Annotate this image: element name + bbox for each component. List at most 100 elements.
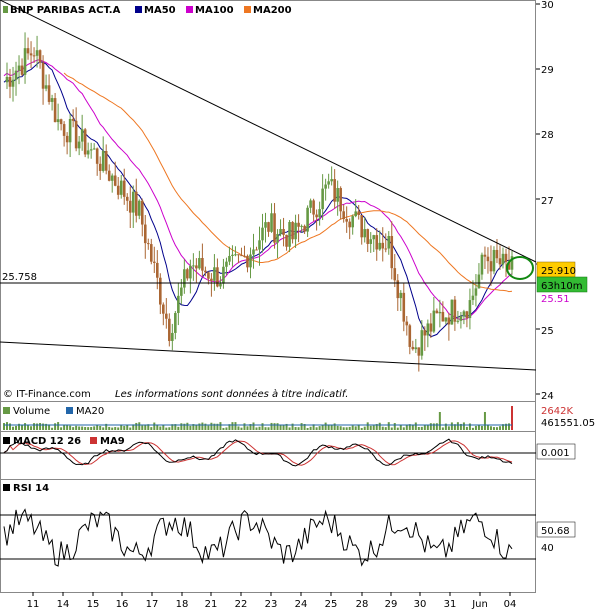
volume-bar [360, 427, 363, 430]
candle-body [219, 283, 222, 287]
legend-signal: MA9 [100, 436, 125, 447]
volume-bar [18, 423, 21, 430]
volume-bar [3, 423, 5, 430]
candle-body [321, 188, 324, 210]
volume-bar [432, 423, 435, 430]
volume-bar [57, 422, 60, 430]
candle-body [80, 129, 84, 142]
legend-swatch-signal [90, 437, 97, 444]
candle-body [38, 50, 42, 63]
volume-bar [180, 423, 183, 430]
candle-body [282, 228, 285, 235]
candle-body [447, 317, 451, 325]
candle-body [234, 254, 237, 256]
volume-bar [66, 425, 69, 430]
volume-bar [465, 426, 468, 430]
candle-body [504, 253, 508, 262]
volume-bar [294, 427, 297, 430]
volume-bar [300, 423, 303, 430]
volume-bar [78, 426, 81, 430]
volume-bar [303, 423, 306, 430]
volume-bar [489, 426, 492, 430]
volume-bar [255, 427, 258, 430]
candle-body [137, 200, 141, 216]
volume-bar [351, 425, 354, 430]
y-tick-label: 28 [541, 130, 554, 141]
candle-body [483, 254, 487, 257]
volume-bar [381, 426, 384, 430]
volume-bar [498, 426, 501, 430]
volume-bar [96, 425, 99, 430]
candle-body [396, 280, 400, 299]
ma100-value: 25.51 [541, 294, 570, 305]
candle-body [41, 62, 45, 89]
candle-body [71, 118, 75, 121]
candle-body [183, 269, 186, 288]
candle-body [122, 180, 126, 197]
candle-body [381, 242, 385, 249]
candle-body [309, 200, 312, 208]
volume-bar [297, 427, 300, 430]
candle-body [95, 148, 99, 164]
candle-body [8, 76, 12, 87]
volume-bar [216, 423, 219, 430]
candle-body [20, 65, 24, 75]
volume-bar [399, 425, 402, 430]
volume-bar [495, 427, 498, 430]
volume-bar [246, 426, 249, 430]
volume-bar [189, 425, 192, 430]
candle-body [345, 219, 348, 222]
volume-bar [36, 423, 39, 430]
candle-body [324, 184, 327, 189]
candle-body [372, 235, 376, 240]
candle-body [152, 261, 156, 263]
candle-body [459, 316, 463, 321]
upper-trendline [0, 0, 537, 263]
volume-bar [228, 424, 231, 430]
volume-bar [420, 426, 423, 430]
volume-bar [105, 423, 108, 430]
x-tick-label: 11 [27, 599, 40, 610]
candle-body [450, 299, 454, 325]
volume-bar [372, 425, 375, 430]
candle-body [432, 310, 436, 332]
lower-trendline [0, 341, 537, 371]
volume-bar [93, 426, 96, 430]
candle-body [291, 222, 294, 240]
volume-bar [462, 422, 465, 430]
volume-bar [267, 427, 270, 430]
candle-body [357, 211, 360, 215]
candle-body [14, 70, 18, 80]
candle-body [134, 191, 138, 216]
candle-body [56, 119, 60, 123]
volume-bar [165, 427, 168, 430]
candle-body [501, 253, 505, 265]
x-tick-label: 31 [444, 599, 457, 610]
volume-bar [27, 424, 30, 430]
candle-body [177, 295, 180, 313]
price-candles [5, 32, 514, 372]
volume-legend: Volume MA20 [3, 406, 104, 417]
candle-body [408, 325, 412, 347]
volume-bar [48, 424, 51, 430]
volume-bar [138, 422, 141, 430]
price-grid [536, 3, 540, 395]
x-tick-label: 17 [146, 599, 159, 610]
price-y-axis: 30 29 28 27 25 24 [541, 0, 554, 402]
candle-body [315, 214, 318, 218]
volume-bar [444, 423, 447, 430]
volume-bar [450, 422, 453, 430]
x-tick-label: 22 [235, 599, 248, 610]
volume-bar [390, 427, 393, 430]
volume-ma20-value: 461551.05 [541, 418, 595, 429]
volume-bar [492, 427, 495, 430]
rsi-line [3, 508, 513, 567]
y-tick-label: 25 [541, 326, 554, 337]
volume-bar [102, 427, 105, 430]
volume-bar [441, 427, 444, 430]
legend-swatch-volume [3, 407, 10, 414]
volume-bar [315, 427, 318, 430]
candle-body [192, 265, 195, 267]
breakout-circle-icon [506, 256, 534, 280]
x-tick-label: 30 [414, 599, 427, 610]
